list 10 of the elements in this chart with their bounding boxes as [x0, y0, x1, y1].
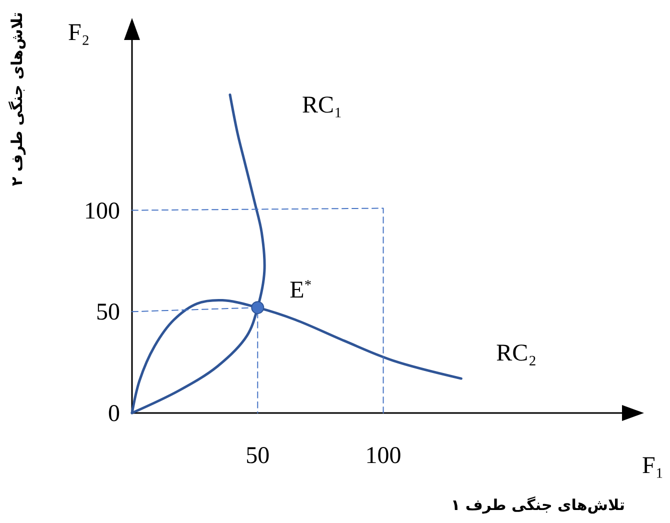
text: RC₁	[302, 92, 342, 119]
x-axis-title: F₁	[642, 453, 664, 479]
y-axis-title: F₂	[68, 20, 90, 46]
text: تلاش‌های جنگی طرف ۱	[450, 496, 625, 514]
annotation: E$^{*}$	[290, 278, 312, 304]
y-tick-label: 0	[108, 401, 120, 427]
y-tick-label: 100	[84, 198, 120, 224]
text: تلاش‌های جنگی طرف ۲	[8, 12, 26, 186]
y-tick-label: 50	[96, 300, 120, 326]
series-label: RC₂	[496, 340, 537, 367]
